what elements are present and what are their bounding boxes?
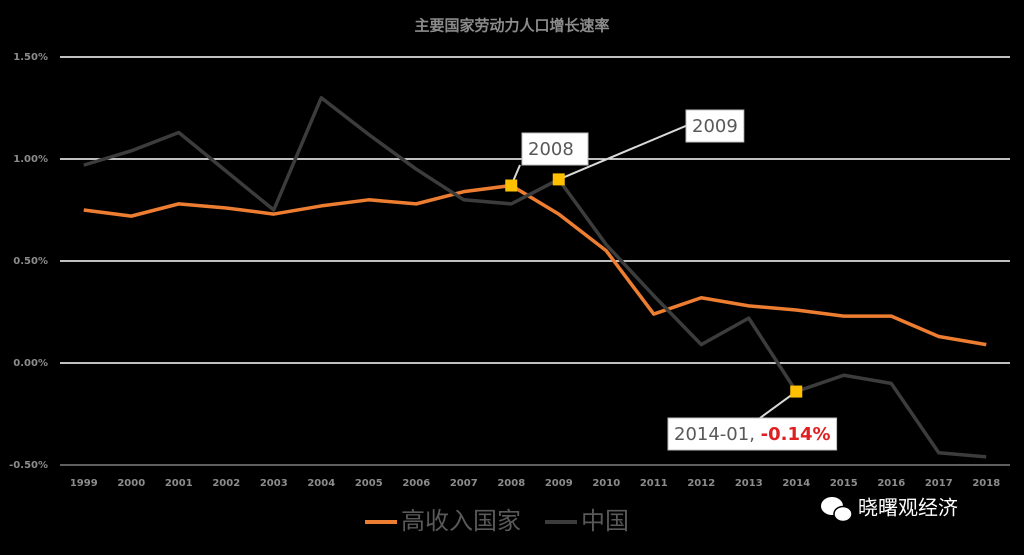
annotation-box [521,132,589,166]
annotation-value: -0.14% [761,424,831,445]
legend-label: 高收入国家 [401,507,521,535]
y-tick-label: -0.50% [9,460,48,471]
x-tick-label: 2007 [450,478,478,489]
annotation-label: 2009 [692,116,738,137]
x-tick-label: 2006 [402,478,430,489]
x-tick-label: 2011 [640,478,668,489]
x-tick-label: 2013 [735,478,763,489]
annotation-marker [790,385,803,398]
x-tick-label: 2018 [972,478,1000,489]
annotation-text: 2008 [528,139,574,160]
x-tick-label: 2016 [877,478,905,489]
x-tick-label: 2004 [307,478,335,489]
x-tick-label: 2000 [117,478,145,489]
chart-title: 主要国家劳动力人口增长速率 [414,17,609,35]
watermark: 晓曙观经济 [858,496,958,520]
y-tick-label: 0.00% [13,358,48,369]
x-tick-label: 2002 [212,478,240,489]
annotation-box [685,109,745,143]
x-tick-label: 2010 [592,478,620,489]
series-line [83,183,987,347]
y-tick-label: 1.50% [13,52,48,63]
x-tick-label: 2017 [925,478,953,489]
x-tick-label: 2001 [165,478,193,489]
x-tick-label: 2005 [355,478,383,489]
x-tick-label: 2015 [830,478,858,489]
annotation-label: 2014-01, -0.14% [674,424,831,445]
annotation-leader [759,390,797,419]
annotation-leader [558,124,689,181]
y-tick-label: 0.50% [13,256,48,267]
annotation-marker [505,179,518,192]
x-tick-label: 2003 [260,478,288,489]
annotation-text: 2014-01, [674,424,755,445]
annotation-box [667,417,838,451]
x-tick-label: 1999 [70,478,98,489]
series-line [83,96,987,459]
x-tick-label: 2009 [545,478,573,489]
wechat-icon [821,497,853,523]
annotation-text: 2009 [692,116,738,137]
y-tick-label: 1.00% [13,154,48,165]
x-tick-label: 2014 [782,478,810,489]
x-tick-label: 2008 [497,478,525,489]
legend-label: 中国 [581,507,629,535]
x-tick-label: 2012 [687,478,715,489]
annotation-label: 2008 [528,139,574,160]
annotation-marker [552,173,565,186]
